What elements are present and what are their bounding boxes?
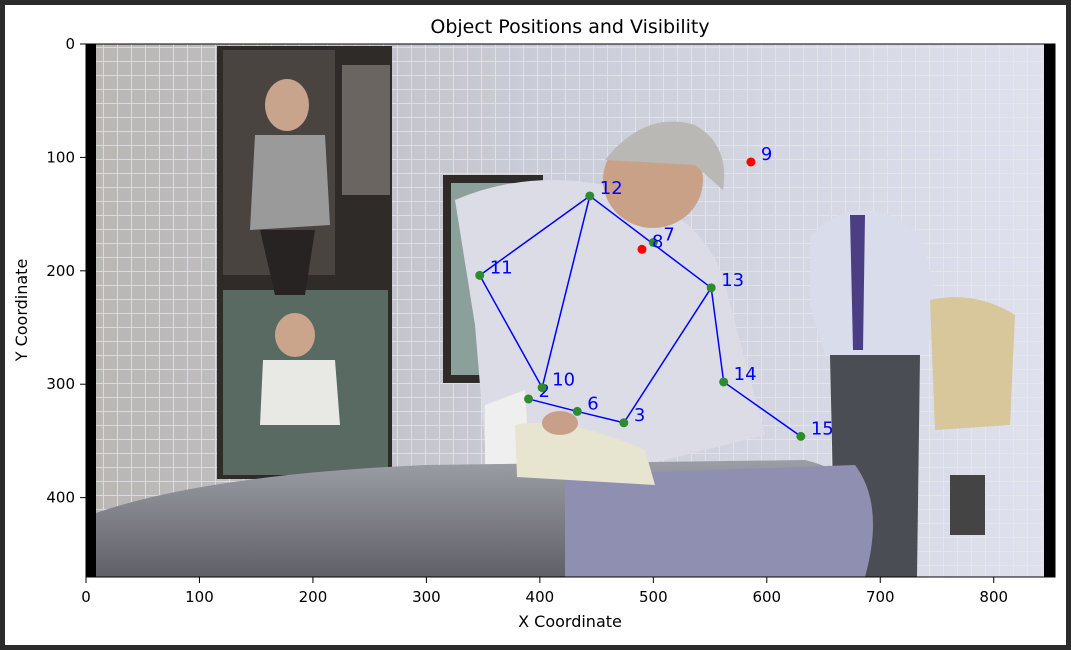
point-label-7: 7 — [663, 224, 674, 245]
x-tick-label: 800 — [979, 588, 1008, 606]
point-label-6: 6 — [587, 393, 598, 414]
point-marker-9 — [746, 157, 756, 167]
point-label-3: 3 — [634, 405, 645, 426]
background-photo — [86, 44, 1055, 577]
chart-title: Object Positions and Visibility — [430, 16, 709, 38]
point-label-8: 8 — [652, 231, 663, 252]
point-marker-7 — [648, 237, 658, 247]
x-tick-label: 200 — [299, 588, 328, 606]
y-tick-label: 300 — [46, 375, 75, 393]
x-tick-label: 700 — [866, 588, 895, 606]
point-marker-12 — [585, 191, 595, 201]
y-tick-label: 400 — [46, 489, 75, 507]
x-axis-label: X Coordinate — [518, 612, 622, 631]
x-tick-label: 100 — [185, 588, 214, 606]
connection-line-11-10 — [479, 274, 543, 388]
y-tick-label: 0 — [65, 35, 75, 53]
y-axis-label: Y Coordinate — [12, 259, 31, 363]
connection-line-13-3 — [623, 287, 712, 424]
point-marker-3 — [619, 418, 629, 428]
point-marker-2 — [524, 394, 534, 404]
y-tick-label: 100 — [46, 148, 75, 166]
point-label-10: 10 — [552, 370, 575, 391]
figure: Object Positions and Visibility — [5, 5, 1066, 645]
point-marker-10 — [537, 383, 547, 393]
connection-line-3-6 — [577, 410, 625, 424]
point-label-9: 9 — [761, 144, 772, 165]
x-tick-label: 500 — [639, 588, 668, 606]
x-tick-label: 600 — [752, 588, 781, 606]
point-label-13: 13 — [721, 270, 744, 291]
point-marker-11 — [475, 270, 485, 280]
plot-frame — [85, 43, 1056, 578]
connection-line-6-2 — [528, 398, 578, 413]
x-tick-label: 0 — [81, 588, 91, 606]
point-label-11: 11 — [490, 257, 513, 278]
pose-scatter-chart: Object Positions and Visibility — [12, 16, 1056, 631]
point-label-15: 15 — [811, 418, 834, 439]
x-tick-label: 300 — [412, 588, 441, 606]
connection-line-13-14 — [710, 287, 725, 383]
point-marker-8 — [637, 244, 647, 254]
point-marker-15 — [796, 431, 806, 441]
point-label-12: 12 — [600, 178, 623, 199]
point-marker-13 — [706, 283, 716, 293]
point-label-14: 14 — [734, 364, 757, 385]
connection-line-11-12 — [479, 195, 591, 276]
point-marker-6 — [572, 406, 582, 416]
x-tick-label: 400 — [526, 588, 555, 606]
connection-line-12-10 — [541, 195, 591, 388]
y-tick-label: 200 — [46, 262, 75, 280]
point-marker-14 — [719, 377, 729, 387]
connection-line-14-15 — [723, 381, 802, 437]
